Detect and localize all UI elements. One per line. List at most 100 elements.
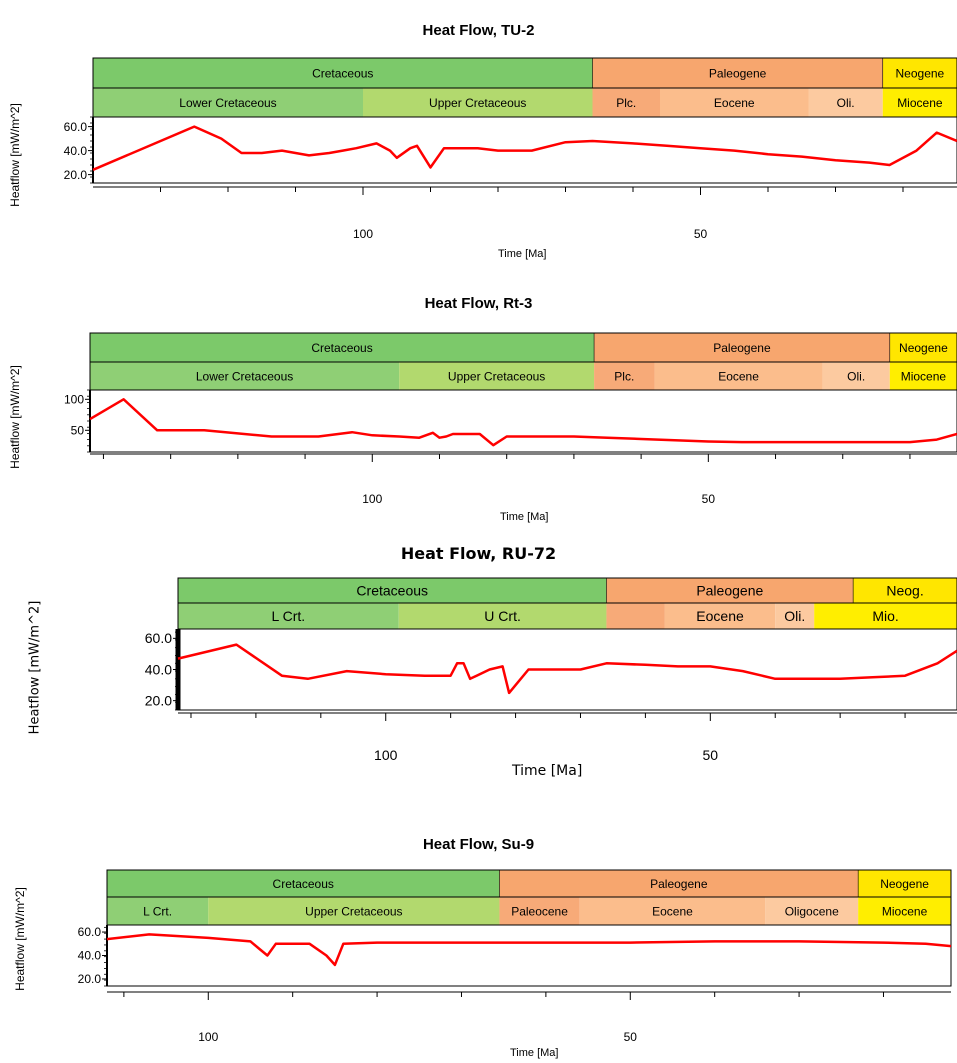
x-tick-label: 100: [374, 747, 398, 763]
period-cell: [107, 870, 500, 897]
period-label: Paleogene: [713, 341, 771, 355]
period-cell: [93, 58, 593, 88]
epoch-cell: [664, 603, 776, 629]
epoch-label: L Crt.: [271, 608, 305, 624]
epoch-cell: [499, 897, 580, 925]
heatflow-series-line: [89, 398, 957, 447]
epoch-label: Oli.: [847, 369, 865, 383]
chart-svg: Cretaceous Paleogene Neogene L Crt. Upper Cr…: [78, 869, 952, 1044]
chart-title: Heat Flow, Su-9: [422, 836, 535, 853]
epoch-cell: [398, 603, 607, 629]
epoch-cell: [765, 897, 859, 925]
epoch-cell: [363, 88, 593, 117]
x-tick-label: 50: [694, 227, 708, 241]
epoch-cell: [579, 897, 766, 925]
epoch-cell: [208, 897, 500, 925]
x-axis-label: Time [Ma]: [498, 248, 547, 260]
epoch-label: Upper Cretaceous: [429, 96, 526, 110]
epoch-cell: [889, 362, 957, 390]
epoch-label: Oli.: [784, 608, 805, 624]
period-cell: [592, 58, 883, 88]
epoch-cell: [107, 897, 209, 925]
period-label: Paleogene: [650, 877, 708, 891]
epoch-cell: [808, 88, 883, 117]
epoch-label: L Crt.: [143, 904, 172, 918]
period-label: Neogene: [896, 66, 945, 80]
epoch-label: Eocene: [652, 904, 693, 918]
x-tick-label: 100: [362, 492, 382, 506]
y-tick-label: 20.0: [78, 972, 102, 986]
x-axis-label: Time [Ma]: [510, 1047, 559, 1059]
heatflow-series-line: [92, 125, 957, 171]
x-axis-label: Time [Ma]: [512, 763, 583, 779]
heatflow-series-line: [177, 643, 957, 695]
epoch-label: Mio.: [872, 608, 898, 624]
period-label: Neog.: [886, 583, 923, 599]
y-tick-label: 40.0: [145, 661, 172, 677]
epoch-label: Eocene: [696, 608, 744, 624]
chart-svg: Cretaceous Paleogene Neog. L Crt. U Crt. Eoce…: [145, 577, 957, 763]
x-tick-label: 100: [353, 227, 373, 241]
x-axis-label: Time [Ma]: [500, 511, 549, 523]
y-tick-label: 50: [71, 424, 85, 438]
epoch-label: U Crt.: [484, 608, 521, 624]
epoch-label: Miocene: [882, 904, 928, 918]
epoch-label: Miocene: [897, 96, 943, 110]
period-cell: [499, 870, 859, 897]
epoch-cell: [654, 362, 823, 390]
x-tick-label: 100: [198, 1030, 218, 1044]
epoch-cell: [399, 362, 595, 390]
period-cell: [178, 578, 607, 603]
period-label: Neogene: [880, 877, 929, 891]
chart-title: Heat Flow, Rt-3: [424, 295, 533, 312]
epoch-cell: [858, 897, 951, 925]
epoch-cell: [660, 88, 809, 117]
chart-svg: Cretaceous Paleogene Neogene Lower Cretaceo…: [64, 332, 957, 506]
heatflow-series-line: [106, 933, 952, 967]
epoch-label: Upper Cretaceous: [448, 369, 545, 383]
period-cell: [858, 870, 951, 897]
plot-frame: [106, 924, 952, 987]
epoch-cell: [822, 362, 890, 390]
period-cell: [889, 333, 957, 362]
epoch-label: Oli.: [837, 96, 855, 110]
y-tick-label: 60.0: [64, 120, 88, 134]
period-label: Cretaceous: [273, 877, 334, 891]
epoch-label: Eocene: [718, 369, 759, 383]
chart-title: Heat Flow, TU-2: [422, 22, 535, 39]
chart-panel-tu2: Heat Flow, TU-2 Heatflow [mW/m^2] Cretac…: [0, 0, 957, 270]
epoch-cell: [775, 603, 815, 629]
epoch-label: Oligocene: [785, 904, 839, 918]
chart-svg: Cretaceous Paleogene Neogene Lower Cretaceo…: [64, 57, 957, 241]
chart-title: Heat Flow, RU-72: [400, 544, 557, 563]
epoch-cell: [178, 603, 399, 629]
epoch-label: Plc.: [614, 369, 634, 383]
chart-panel-su9: Heat Flow, Su-9 Heatflow [mW/m^2] Cretac…: [0, 810, 957, 1063]
epoch-label: Lower Cretaceous: [179, 96, 276, 110]
epoch-cell: [93, 88, 363, 117]
chart-panel-ru72: Heat Flow, RU-72 Heatflow [mW/m^2] Creta…: [0, 530, 957, 810]
period-label: Cretaceous: [311, 341, 372, 355]
epoch-cell: [814, 603, 957, 629]
y-tick-label: 40.0: [78, 949, 102, 963]
epoch-cell: [606, 603, 665, 629]
epoch-label: Eocene: [714, 96, 755, 110]
period-cell: [853, 578, 957, 603]
epoch-label: Lower Cretaceous: [196, 369, 293, 383]
period-cell: [90, 333, 595, 362]
chart-panel-rt3: Heat Flow, Rt-3 Heatflow [mW/m^2] Cretac…: [0, 270, 957, 530]
y-tick-label: 40.0: [64, 144, 88, 158]
epoch-cell: [90, 362, 400, 390]
epoch-label: Plc.: [616, 96, 636, 110]
period-label: Neogene: [899, 341, 948, 355]
x-tick-label: 50: [703, 747, 719, 763]
epoch-label: Paleocene: [511, 904, 568, 918]
epoch-label: Upper Cretaceous: [305, 904, 402, 918]
y-tick-label: 60.0: [78, 925, 102, 939]
period-label: Cretaceous: [312, 66, 373, 80]
period-cell: [594, 333, 890, 362]
epoch-label: Miocene: [901, 369, 947, 383]
x-tick-label: 50: [702, 492, 716, 506]
period-label: Paleogene: [709, 66, 767, 80]
period-label: Paleogene: [696, 583, 763, 599]
